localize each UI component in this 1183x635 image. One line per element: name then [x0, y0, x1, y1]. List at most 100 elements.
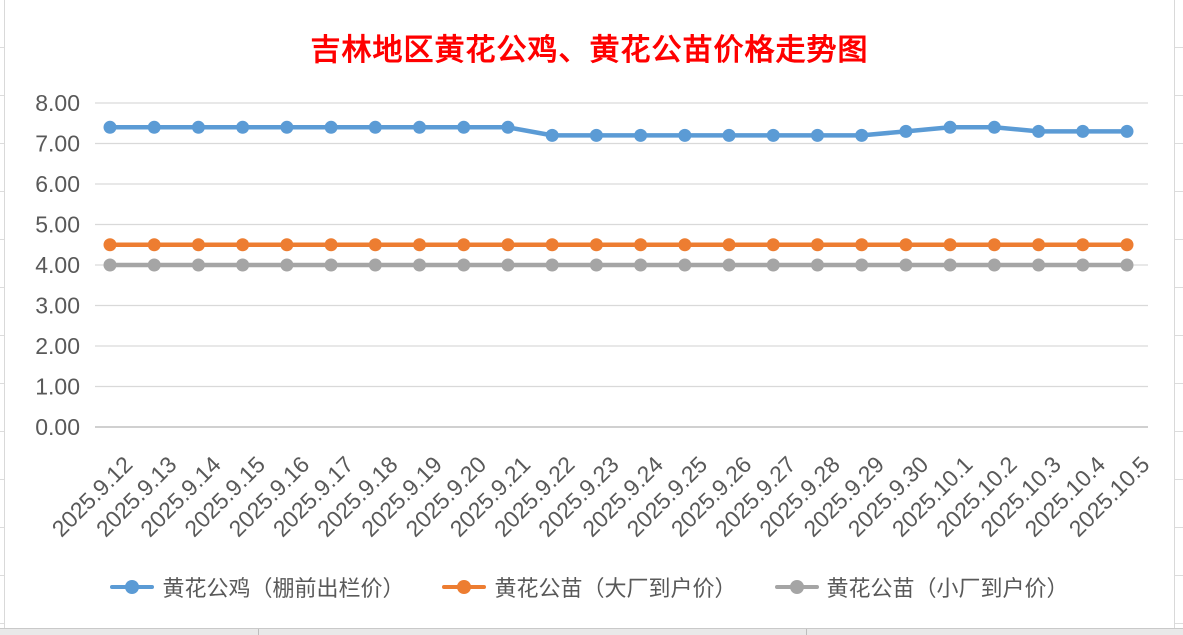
series-marker[interactable] [855, 128, 869, 142]
series-marker[interactable] [855, 258, 869, 272]
price-trend-chart[interactable]: 吉林地区黄花公鸡、黄花公苗价格走势图 0.00 1.00 2.00 3.00 4.00 5… [5, 0, 1174, 628]
series-marker[interactable] [810, 258, 824, 272]
series-marker[interactable] [589, 238, 603, 252]
series-marker[interactable] [722, 258, 736, 272]
series-marker[interactable] [1076, 238, 1090, 252]
series-marker[interactable] [368, 238, 382, 252]
y-axis-tick-label: 2.00 [35, 333, 80, 359]
y-axis-tick-label: 5.00 [35, 212, 80, 238]
series-marker[interactable] [678, 128, 692, 142]
series-marker[interactable] [1032, 238, 1046, 252]
series-marker[interactable] [987, 258, 1001, 272]
series-marker[interactable] [457, 258, 471, 272]
series-marker[interactable] [1032, 124, 1046, 138]
legend-line-marker-swatch [774, 579, 819, 595]
series-marker[interactable] [678, 258, 692, 272]
series-marker[interactable] [236, 120, 250, 134]
y-axis-tick-label: 1.00 [35, 374, 80, 400]
y-axis-tick-label: 6.00 [35, 171, 80, 197]
y-axis-tick-label: 7.00 [35, 131, 80, 157]
series-marker[interactable] [191, 120, 205, 134]
series-marker[interactable] [1076, 124, 1090, 138]
series-marker[interactable] [810, 128, 824, 142]
series-marker[interactable] [1120, 258, 1134, 272]
series-marker[interactable] [501, 120, 515, 134]
series-marker[interactable] [324, 238, 338, 252]
series-marker[interactable] [457, 120, 471, 134]
series-marker[interactable] [501, 238, 515, 252]
series-marker[interactable] [943, 238, 957, 252]
series-marker[interactable] [368, 258, 382, 272]
sheet-bottom-gridline [0, 628, 1183, 635]
series-marker[interactable] [722, 238, 736, 252]
series-marker[interactable] [855, 238, 869, 252]
y-axis-tick-label: 8.00 [35, 90, 80, 116]
series-marker[interactable] [899, 258, 913, 272]
legend-marker-dot-icon [457, 580, 472, 594]
series-marker[interactable] [943, 120, 957, 134]
series-marker[interactable] [280, 120, 294, 134]
legend-marker-dot-icon [789, 580, 804, 594]
series-marker[interactable] [413, 238, 427, 252]
series-marker[interactable] [589, 258, 603, 272]
series-marker[interactable] [634, 128, 648, 142]
series-marker[interactable] [766, 128, 780, 142]
series-marker[interactable] [191, 258, 205, 272]
series-marker[interactable] [236, 258, 250, 272]
legend-item-gongmiao-xiaochang[interactable]: 黄花公苗（小厂到户价） [774, 571, 1069, 603]
series-marker[interactable] [678, 238, 692, 252]
series-marker[interactable] [766, 238, 780, 252]
series-marker[interactable] [987, 120, 1001, 134]
legend-marker-dot-icon [125, 580, 140, 594]
series-marker[interactable] [634, 238, 648, 252]
series-marker[interactable] [1076, 258, 1090, 272]
series-marker[interactable] [501, 258, 515, 272]
series-marker[interactable] [147, 258, 161, 272]
series-marker[interactable] [899, 124, 913, 138]
series-marker[interactable] [987, 238, 1001, 252]
series-marker[interactable] [810, 238, 824, 252]
series-marker[interactable] [1120, 238, 1134, 252]
legend-item-gongji-penqian[interactable]: 黄花公鸡（棚前出栏价） [110, 571, 404, 603]
legend-label: 黄花公苗（小厂到户价） [826, 576, 1069, 601]
series-marker[interactable] [545, 238, 559, 252]
legend-item-gongmiao-dachang[interactable]: 黄花公苗（大厂到户价） [442, 571, 737, 603]
series-marker[interactable] [413, 258, 427, 272]
series-marker[interactable] [545, 128, 559, 142]
series-marker[interactable] [103, 258, 117, 272]
series-marker[interactable] [545, 258, 559, 272]
series-marker[interactable] [103, 120, 117, 134]
series-marker[interactable] [899, 238, 913, 252]
series-marker[interactable] [280, 238, 294, 252]
series-marker[interactable] [147, 120, 161, 134]
legend-line-marker-swatch [110, 579, 155, 595]
series-marker[interactable] [589, 128, 603, 142]
chart-title: 吉林地区黄花公鸡、黄花公苗价格走势图 [310, 34, 869, 67]
series-marker[interactable] [191, 238, 205, 252]
series-marker[interactable] [457, 238, 471, 252]
sheet-right-gridlines [1174, 0, 1183, 635]
series-marker[interactable] [324, 258, 338, 272]
series-marker[interactable] [236, 238, 250, 252]
series-marker[interactable] [634, 258, 648, 272]
legend-line-marker-swatch [442, 579, 487, 595]
series-line-0[interactable] [107, 125, 1130, 138]
sheet-left-gridline [0, 0, 5, 635]
legend-label: 黄花公鸡（棚前出栏价） [162, 576, 405, 601]
y-axis-tick-label: 0.00 [35, 414, 80, 440]
series-marker[interactable] [368, 120, 382, 134]
series-marker[interactable] [413, 120, 427, 134]
series-marker[interactable] [280, 258, 294, 272]
series-marker[interactable] [147, 238, 161, 252]
series-marker[interactable] [766, 258, 780, 272]
series-marker[interactable] [324, 120, 338, 134]
series-marker[interactable] [1120, 124, 1134, 138]
sheet-column-tick [806, 629, 807, 635]
y-axis-tick-label: 3.00 [35, 293, 80, 319]
series-marker[interactable] [103, 238, 117, 252]
series-marker[interactable] [943, 258, 957, 272]
series-marker[interactable] [722, 128, 736, 142]
series-marker[interactable] [1032, 258, 1046, 272]
